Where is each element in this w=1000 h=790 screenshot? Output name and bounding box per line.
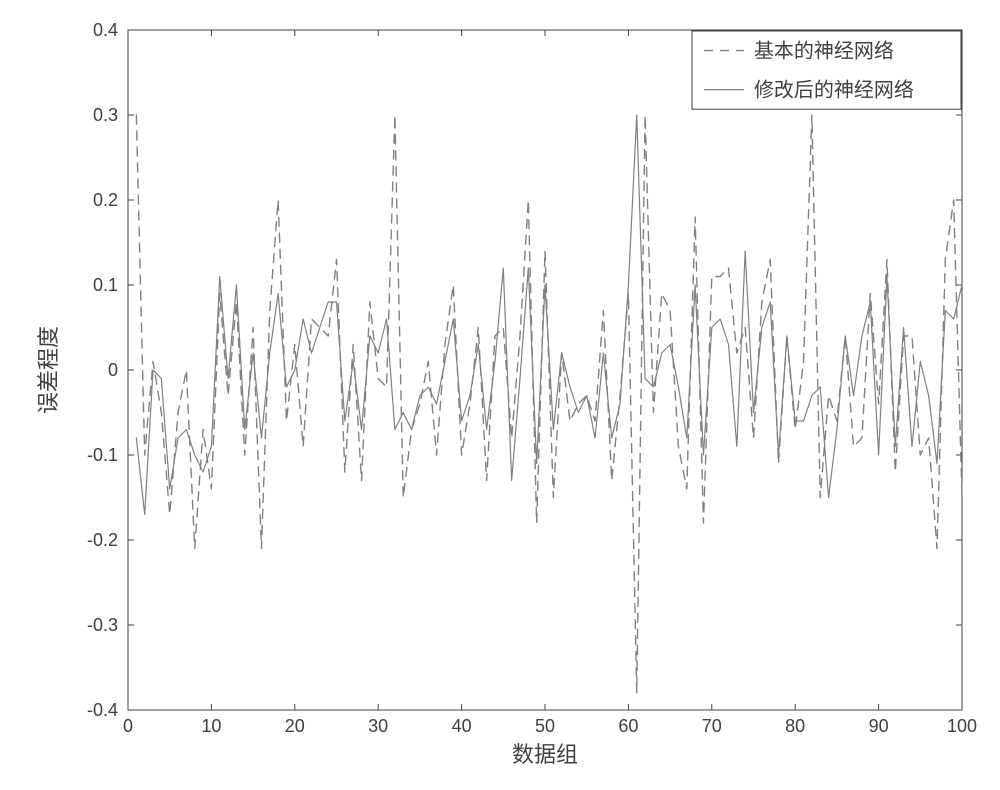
x-tick-label: 10: [201, 716, 221, 736]
legend-label-modified: 修改后的神经网络: [754, 79, 914, 102]
chart-svg: 0 10 20 30 40 50 60 70 80 90 100 -0.4 -0.3 -0.2 -0.1 0 0…: [0, 0, 1000, 790]
y-tick-label: 0.4: [93, 20, 118, 40]
y-axis-label: 误差程度: [36, 326, 61, 414]
plot-box: [128, 30, 962, 710]
x-tick-label: 50: [535, 716, 555, 736]
legend: 基本的神经网络修改后的神经网络: [692, 31, 961, 109]
y-tick-label: 0.3: [93, 105, 118, 125]
line-chart: 0 10 20 30 40 50 60 70 80 90 100 -0.4 -0.3 -0.2 -0.1 0 0…: [0, 0, 1000, 790]
x-tick-label: 90: [869, 716, 889, 736]
y-tick-label: -0.1: [87, 445, 118, 465]
y-tick-label: -0.4: [87, 700, 118, 720]
series-modified: [136, 115, 962, 515]
x-axis-label: 数据组: [512, 742, 578, 767]
y-tick-label: 0.2: [93, 190, 118, 210]
y-tick-label: -0.3: [87, 615, 118, 635]
x-tick-label: 0: [123, 716, 133, 736]
y-tick-label: 0.1: [93, 275, 118, 295]
series-basic: [136, 115, 962, 693]
legend-label-basic: 基本的神经网络: [754, 40, 894, 63]
y-tick-label: 0: [108, 360, 118, 380]
x-tick-label: 100: [947, 716, 977, 736]
y-tick-label: -0.2: [87, 530, 118, 550]
x-tick-label: 40: [452, 716, 472, 736]
x-tick-label: 30: [368, 716, 388, 736]
x-tick-label: 70: [702, 716, 722, 736]
x-tick-label: 60: [618, 716, 638, 736]
x-tick-label: 80: [785, 716, 805, 736]
x-tick-label: 20: [285, 716, 305, 736]
